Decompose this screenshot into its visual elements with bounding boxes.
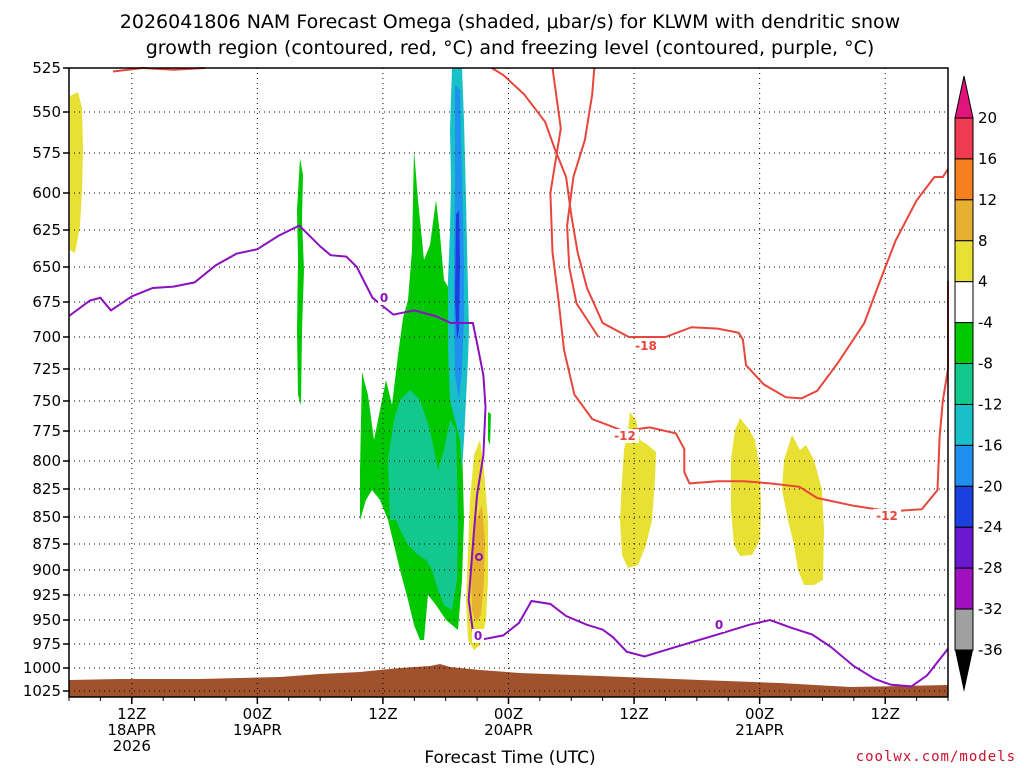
colorbar-label: 16 [978,150,997,168]
y-tick-label: 600 [32,184,61,202]
y-tick-label: 650 [32,258,61,276]
colorbar-label: 12 [978,191,997,209]
x-axis-label: Forecast Time (UTC) [424,748,595,768]
dgz-contour-minus18 [491,67,949,400]
x-tick-label: 00Z [494,705,523,723]
y-tick-label: 675 [32,293,61,311]
colorbar-swatch [954,240,974,283]
contour-label-minus12-a: -12 [614,429,636,443]
y-tick-label: 875 [32,535,61,553]
dgz-contour-minus12 [549,67,949,513]
y-axis: 525 550 575 600 625 650 675 700 725 750 775 800 825 8… [23,59,69,700]
colorbar-label: -28 [978,559,1003,577]
x-tick-label: 00Z [745,705,774,723]
colorbar-label: -32 [978,600,1003,618]
colorbar-swatch [954,526,974,569]
y-tick-label: 575 [32,144,61,162]
x-tick-label: 19APR [233,721,282,739]
colorbar-label: 20 [978,109,997,127]
label-bg [873,509,901,523]
terrain-fill [69,664,948,697]
freezing-level-small-loop [475,553,483,561]
y-tick-label: 925 [32,586,61,604]
x-tick-label: 12Z [368,705,397,723]
label-bg [472,629,484,643]
y-tick-label: 525 [32,59,61,77]
colorbar-swatch [954,199,974,242]
y-tick-label: 625 [32,221,61,239]
y-tick-label: 750 [32,392,61,410]
colorbar-label: -16 [978,436,1003,454]
colorbar-swatch [954,485,974,528]
y-tick-label: 850 [32,508,61,526]
chart-title-line-1: 2026041806 NAM Forecast Omega (shaded, μ… [120,11,900,33]
colorbar-swatch [954,322,974,365]
dgz-contour-upper-left [112,66,206,73]
omega-blob-darkblue-sliver [455,210,460,340]
site-credit: coolwx.com/models [856,749,1016,765]
y-tick-label: 1025 [23,682,61,700]
y-tick-label: 775 [32,422,61,440]
x-tick-label: 18APR [107,721,156,739]
colorbar-label: 8 [978,232,988,250]
contours [68,66,949,688]
plot-area [69,68,948,697]
omega-blob-yellow-2 [731,418,761,556]
dgz-contour-minus18-upper [566,67,600,338]
y-tick-label: 1000 [23,659,61,677]
colorbar-swatch [954,567,974,610]
label-bg [611,429,639,443]
colorbar-bottom-arrow [955,650,973,692]
y-tick-label: 725 [32,360,61,378]
colorbar: 20 16 12 8 4 -4 -8 -12 -16 -20 -24 -28 -32 -36 [954,75,1003,692]
y-tick-label: 950 [32,611,61,629]
x-tick-label: 2026 [113,737,151,755]
y-tick-label: 900 [32,561,61,579]
x-tick-label: 12Z [619,705,648,723]
x-tick-label: 00Z [243,705,272,723]
omega-blob-green-strip-1 [297,158,304,405]
y-tick-label: 550 [32,103,61,121]
colorbar-label: -24 [978,518,1003,536]
colorbar-top-arrow [954,75,974,119]
colorbar-label: -4 [978,314,993,332]
contour-label-minus18: -18 [635,339,657,353]
colorbar-swatch [954,403,974,446]
colorbar-label: -20 [978,477,1003,495]
contour-label-minus12-b: -12 [876,509,898,523]
colorbar-label: -36 [978,641,1003,659]
colorbar-label: -8 [978,355,993,373]
contour-label-freezing-b: 0 [474,629,482,643]
colorbar-swatch [954,608,974,651]
y-tick-label: 700 [32,328,61,346]
contour-label-freezing-c: 0 [715,618,723,632]
omega-blob-green-small [488,412,491,445]
y-tick-label: 825 [32,480,61,498]
chart-title-line-2: growth region (contoured, red, °C) and f… [146,37,875,59]
omega-blob-yellow-left [70,92,83,253]
colorbar-label: -12 [978,395,1003,413]
freezing-level-contour [68,224,949,688]
x-tick-label: 21APR [735,721,784,739]
y-tick-label: 800 [32,452,61,470]
omega-blob-teal-green [388,390,458,610]
colorbar-swatch [954,117,974,160]
colorbar-swatch [954,444,974,487]
y-tick-label: 975 [32,635,61,653]
contour-label-freezing-a: 0 [380,291,388,305]
colorbar-label: 4 [978,273,988,291]
x-tick-label: 20APR [484,721,533,739]
colorbar-swatch [954,281,974,324]
colorbar-swatch [954,363,974,405]
label-bg [632,339,660,353]
label-bg [378,291,390,305]
colorbar-swatch [954,158,974,201]
x-tick-label: 12Z [117,705,146,723]
x-tick-label: 12Z [871,705,900,723]
omega-blob-yellow-3 [782,435,824,585]
omega-blob-yellow-1 [620,412,656,568]
label-bg [713,618,725,632]
